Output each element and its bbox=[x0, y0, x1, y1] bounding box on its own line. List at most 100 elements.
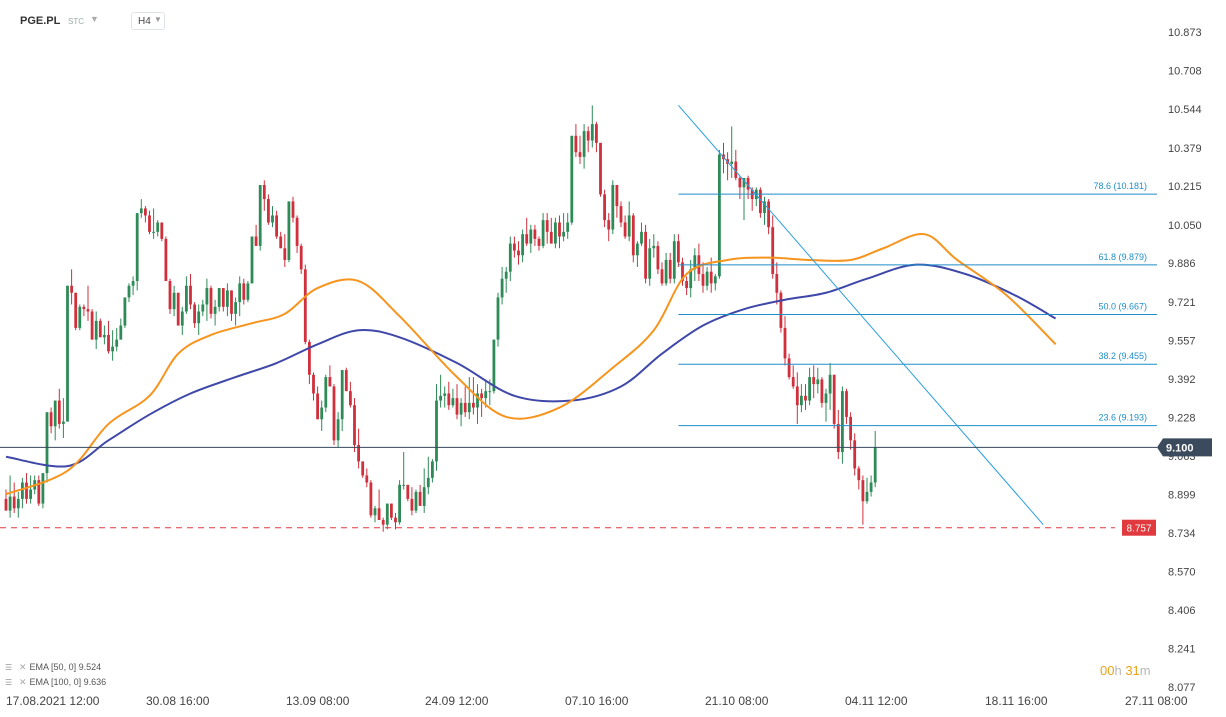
candle-body bbox=[763, 201, 766, 214]
x-tick-label: 30.08 16:00 bbox=[146, 694, 210, 708]
candle-body bbox=[127, 285, 131, 298]
x-tick-label: 17.08.2021 12:00 bbox=[6, 694, 100, 708]
candle-body bbox=[291, 201, 295, 218]
candle-body bbox=[221, 288, 225, 307]
candle-body bbox=[627, 215, 631, 237]
candle-body bbox=[533, 229, 537, 239]
candle-body bbox=[406, 484, 410, 499]
candle-body bbox=[742, 177, 746, 188]
candle-body bbox=[303, 269, 307, 342]
candle-body bbox=[549, 231, 553, 244]
countdown-minutes: 31 bbox=[1125, 663, 1140, 678]
candle-body bbox=[320, 407, 324, 420]
candle-body bbox=[369, 482, 373, 516]
x-tick-label: 13.09 08:00 bbox=[286, 694, 350, 708]
candle-body bbox=[324, 377, 328, 408]
candle-body bbox=[631, 215, 635, 256]
candle-body bbox=[4, 498, 8, 511]
close-icon[interactable]: ✕ bbox=[19, 662, 27, 672]
candle-body bbox=[217, 288, 221, 307]
candle-body bbox=[812, 377, 816, 385]
candle-body bbox=[636, 243, 639, 256]
candle-body bbox=[37, 480, 41, 504]
candle-body bbox=[480, 393, 483, 399]
candle-body bbox=[349, 391, 352, 406]
y-tick-label: 8.570 bbox=[1168, 567, 1196, 579]
candle-body bbox=[545, 220, 549, 232]
timeframe-value: H4 bbox=[138, 16, 151, 27]
candle-body bbox=[78, 306, 82, 328]
fib-level-label: 23.6 (9.193) bbox=[1098, 413, 1147, 423]
candle-body bbox=[521, 234, 524, 256]
chevron-down-icon[interactable]: ▼ bbox=[90, 14, 99, 24]
candle-body bbox=[664, 259, 668, 284]
candle-body bbox=[562, 231, 565, 237]
candle-body bbox=[492, 339, 496, 392]
candle-body bbox=[45, 412, 49, 474]
current-price-label: 9.100 bbox=[1166, 442, 1194, 454]
candle-body bbox=[197, 311, 201, 324]
settings-icon[interactable]: ☰ bbox=[5, 678, 13, 687]
candle-body bbox=[853, 440, 857, 469]
candle-body bbox=[451, 398, 455, 406]
legend-item-ema-fast[interactable]: ☰ ✕ EMA [50, 0] 9.524 bbox=[5, 662, 101, 673]
candle-body bbox=[246, 283, 250, 300]
candle-body bbox=[164, 238, 168, 282]
candle-body bbox=[135, 213, 139, 282]
candle-body bbox=[718, 154, 721, 277]
candle-body bbox=[590, 124, 594, 141]
candle-body bbox=[529, 229, 533, 244]
x-tick-label: 07.10 16:00 bbox=[565, 694, 629, 708]
candle-body bbox=[49, 412, 53, 427]
candle-body bbox=[525, 234, 529, 244]
candle-body bbox=[623, 222, 627, 237]
close-icon[interactable]: ✕ bbox=[19, 677, 27, 687]
candle-body bbox=[648, 248, 652, 279]
candle-body bbox=[767, 201, 770, 228]
legend-label: EMA [50, 0] bbox=[29, 662, 77, 672]
candle-body bbox=[713, 276, 717, 284]
candle-body bbox=[500, 278, 504, 298]
candle-body bbox=[586, 131, 590, 141]
candle-body bbox=[513, 243, 516, 251]
candle-body bbox=[484, 391, 488, 399]
candle-body bbox=[131, 281, 135, 286]
y-tick-label: 9.721 bbox=[1168, 297, 1196, 309]
y-tick-label: 10.873 bbox=[1168, 27, 1202, 39]
candle-body bbox=[250, 236, 254, 284]
candle-body bbox=[599, 142, 602, 195]
countdown-hours: 00 bbox=[1100, 663, 1115, 678]
legend-item-ema-slow[interactable]: ☰ ✕ EMA [100, 0] 9.636 bbox=[5, 677, 106, 688]
candle-body bbox=[148, 215, 151, 232]
candle-body bbox=[426, 477, 430, 488]
candle-body bbox=[390, 503, 393, 518]
candle-body bbox=[107, 334, 110, 352]
candle-body bbox=[595, 124, 598, 143]
candle-body bbox=[558, 222, 561, 237]
candle-body bbox=[554, 222, 557, 244]
fib-level-label: 50.0 (9.667) bbox=[1098, 302, 1147, 312]
candle-body bbox=[57, 400, 61, 424]
candle-body bbox=[308, 341, 311, 375]
symbol-label[interactable]: PGE.PL bbox=[20, 15, 61, 27]
candle-body bbox=[467, 402, 471, 413]
y-tick-label: 9.228 bbox=[1168, 412, 1196, 424]
candle-body bbox=[385, 503, 389, 525]
settings-icon[interactable]: ☰ bbox=[5, 663, 13, 672]
timeframe-select[interactable]: H4 ▼ bbox=[131, 12, 165, 30]
candle-body bbox=[262, 185, 266, 200]
candle-body bbox=[414, 491, 418, 511]
current-price-tag bbox=[1157, 438, 1212, 457]
candle-body bbox=[824, 393, 828, 403]
candle-body bbox=[361, 461, 365, 476]
candle-body bbox=[574, 135, 578, 153]
x-tick-label: 18.11 16:00 bbox=[985, 694, 1048, 708]
candle-body bbox=[652, 245, 656, 249]
candle-body bbox=[254, 236, 258, 246]
candle-body bbox=[160, 222, 164, 239]
candle-body bbox=[845, 391, 848, 417]
fib-level-label: 78.6 (10.181) bbox=[1093, 181, 1147, 191]
candle-body bbox=[832, 374, 836, 424]
candle-body bbox=[230, 290, 233, 314]
